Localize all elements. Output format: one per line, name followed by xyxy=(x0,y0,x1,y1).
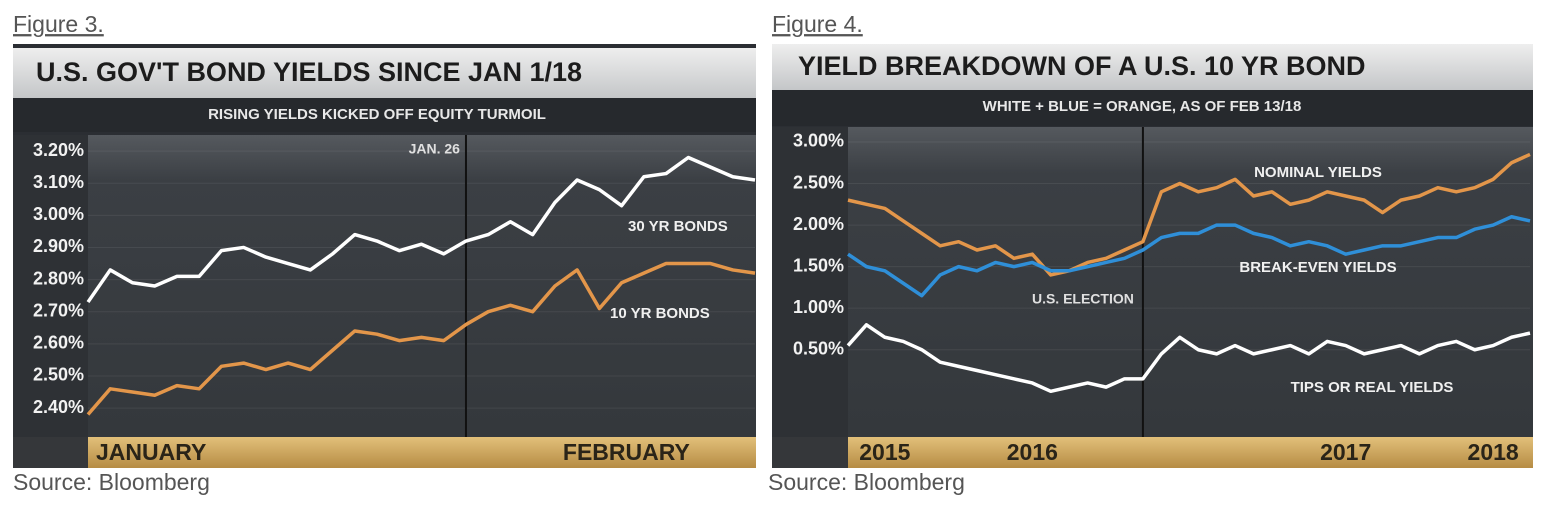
y-axis-area xyxy=(13,135,88,437)
x-tick-label: JANUARY xyxy=(96,439,206,465)
title-bar xyxy=(13,48,756,98)
series-line xyxy=(846,323,1531,394)
subtitle-bar xyxy=(13,98,756,132)
series-label: 30 YR BONDS xyxy=(628,218,728,235)
series-label: NOMINAL YIELDS xyxy=(1254,164,1382,181)
source: Source: Bloomberg xyxy=(768,469,965,495)
annotation: U.S. ELECTION xyxy=(1032,291,1134,307)
x-tick-label: 2016 xyxy=(1007,439,1058,465)
series-label: 10 YR BONDS xyxy=(610,305,710,322)
y-tick-label: 2.70% xyxy=(33,300,84,320)
x-tick-label: 2017 xyxy=(1320,439,1371,465)
y-tick-label: 1.00% xyxy=(793,297,844,317)
source: Source: Bloomberg xyxy=(13,469,210,495)
series-line xyxy=(86,155,756,304)
y-tick-label: 3.20% xyxy=(33,140,84,160)
x-axis-corner xyxy=(13,437,88,468)
y-tick-label: 2.50% xyxy=(793,172,844,192)
chart-subtitle: RISING YIELDS KICKED OFF EQUITY TURMOIL xyxy=(208,106,546,123)
y-tick-label: 2.90% xyxy=(33,236,84,256)
y-tick-label: 2.60% xyxy=(33,333,84,353)
y-tick-label: 2.80% xyxy=(33,268,84,288)
series-line xyxy=(86,261,756,416)
plot-area xyxy=(88,135,756,437)
y-tick-label: 2.00% xyxy=(793,214,844,234)
chart-title: YIELD BREAKDOWN OF A U.S. 10 YR BOND xyxy=(798,51,1366,81)
x-axis-corner xyxy=(772,437,848,468)
y-tick-label: 1.50% xyxy=(793,255,844,275)
series-line xyxy=(847,215,1531,298)
x-tick-label: FEBRUARY xyxy=(563,439,690,465)
x-tick-label: 2018 xyxy=(1468,439,1519,465)
figure-label: Figure 3. xyxy=(13,11,104,37)
subtitle-bar xyxy=(772,90,1533,126)
series-line xyxy=(847,152,1531,277)
x-axis-band xyxy=(848,437,1533,468)
series-label: TIPS OR REAL YIELDS xyxy=(1291,379,1454,396)
y-tick-label: 2.50% xyxy=(33,365,84,385)
y-axis-area xyxy=(772,127,848,437)
y-tick-label: 0.50% xyxy=(793,338,844,358)
plot-area xyxy=(848,127,1533,437)
y-tick-label: 2.40% xyxy=(33,397,84,417)
x-tick-label: 2015 xyxy=(859,439,910,465)
figure-label: Figure 4. xyxy=(772,11,863,37)
annotation: JAN. 26 xyxy=(409,141,461,157)
y-tick-label: 3.00% xyxy=(33,204,84,224)
y-tick-label: 3.10% xyxy=(33,172,84,192)
title-bar xyxy=(772,44,1533,90)
x-axis-band xyxy=(88,437,756,468)
series-label: BREAK-EVEN YIELDS xyxy=(1239,259,1396,276)
chart-subtitle: WHITE + BLUE = ORANGE, AS OF FEB 13/18 xyxy=(983,98,1302,115)
y-tick-label: 3.00% xyxy=(793,131,844,151)
chart-title: U.S. GOV'T BOND YIELDS SINCE JAN 1/18 xyxy=(36,57,582,87)
